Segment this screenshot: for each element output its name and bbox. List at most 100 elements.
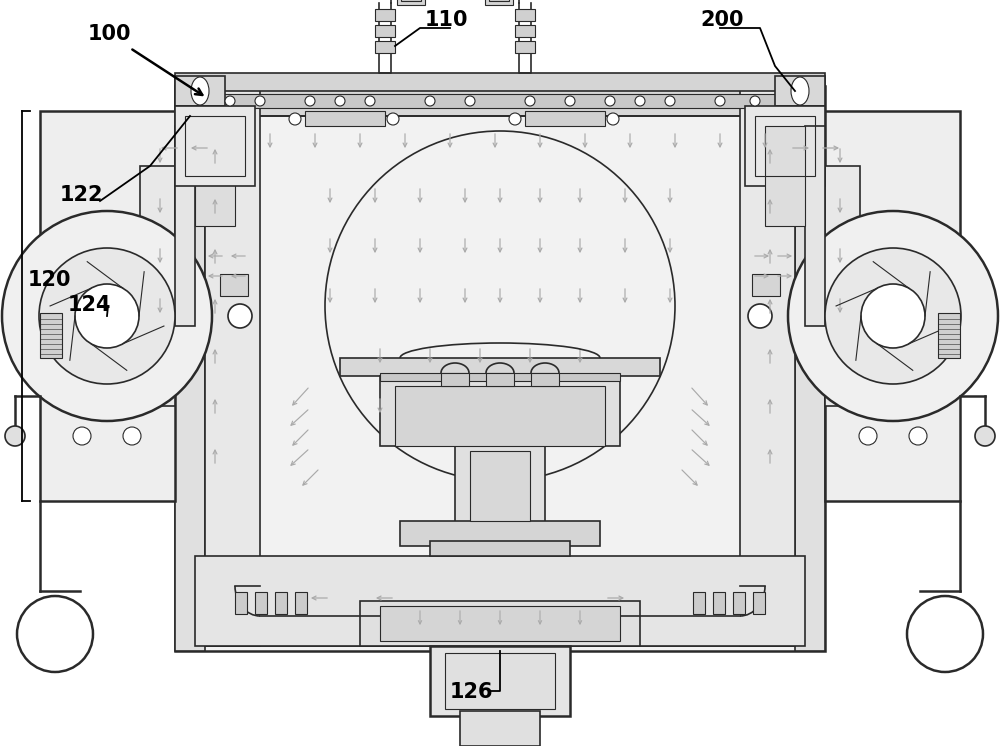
Circle shape <box>565 96 575 106</box>
Circle shape <box>788 211 998 421</box>
Circle shape <box>387 113 399 125</box>
Text: 200: 200 <box>700 10 744 30</box>
Bar <box>775 76 825 106</box>
Bar <box>40 111 175 501</box>
Bar <box>693 592 705 614</box>
Bar <box>825 166 860 406</box>
Bar <box>825 111 960 501</box>
Bar <box>733 592 745 614</box>
Circle shape <box>825 248 961 384</box>
Circle shape <box>73 427 91 445</box>
Bar <box>740 86 795 646</box>
Bar <box>375 25 395 37</box>
Circle shape <box>665 96 675 106</box>
Circle shape <box>750 96 760 106</box>
Bar <box>795 86 825 651</box>
Text: 100: 100 <box>88 24 132 44</box>
Bar <box>485 0 513 5</box>
Circle shape <box>123 427 141 445</box>
Circle shape <box>335 96 345 106</box>
Circle shape <box>425 96 435 106</box>
Text: 122: 122 <box>60 185 104 205</box>
Circle shape <box>715 96 725 106</box>
Bar <box>340 358 660 376</box>
Bar <box>753 592 765 614</box>
Bar <box>175 106 255 186</box>
Bar <box>430 646 570 716</box>
Circle shape <box>225 96 235 106</box>
Circle shape <box>255 96 265 106</box>
Bar <box>441 373 469 386</box>
Bar <box>205 86 260 646</box>
Bar <box>255 592 267 614</box>
Bar <box>175 126 195 326</box>
Circle shape <box>465 96 475 106</box>
Bar <box>486 373 514 386</box>
Bar <box>395 386 605 446</box>
Text: 120: 120 <box>28 270 72 290</box>
Bar <box>515 41 535 53</box>
Bar <box>515 9 535 21</box>
Bar <box>380 373 620 381</box>
Bar <box>185 116 245 176</box>
Bar <box>175 86 205 651</box>
Bar <box>360 601 640 646</box>
Ellipse shape <box>191 77 209 105</box>
Bar <box>752 274 780 296</box>
Circle shape <box>305 96 315 106</box>
Circle shape <box>509 113 521 125</box>
Bar <box>140 166 175 406</box>
Circle shape <box>861 284 925 348</box>
Bar <box>235 592 247 614</box>
Bar <box>175 76 225 106</box>
Circle shape <box>5 426 25 446</box>
Circle shape <box>909 427 927 445</box>
Circle shape <box>75 284 139 348</box>
Bar <box>713 592 725 614</box>
Bar <box>455 446 545 526</box>
Bar <box>745 106 825 186</box>
Circle shape <box>365 96 375 106</box>
Bar <box>397 0 425 5</box>
Bar <box>380 376 620 446</box>
Bar <box>380 606 620 641</box>
Bar <box>175 73 825 91</box>
Bar <box>275 592 287 614</box>
Bar <box>175 86 825 651</box>
Bar <box>190 94 810 108</box>
Text: 126: 126 <box>450 682 494 702</box>
Circle shape <box>635 96 645 106</box>
Bar <box>489 0 509 1</box>
Bar <box>175 86 825 116</box>
Circle shape <box>525 96 535 106</box>
Bar <box>938 313 960 358</box>
Bar <box>445 653 555 709</box>
Circle shape <box>607 113 619 125</box>
Circle shape <box>2 211 212 421</box>
Bar <box>430 541 570 556</box>
Bar <box>375 9 395 21</box>
Bar <box>195 116 805 646</box>
Bar <box>305 111 385 126</box>
Bar <box>220 274 248 296</box>
Bar <box>531 373 559 386</box>
Bar <box>515 25 535 37</box>
Bar <box>195 126 235 226</box>
Text: 110: 110 <box>425 10 468 30</box>
Bar <box>375 41 395 53</box>
Text: 124: 124 <box>68 295 112 315</box>
Circle shape <box>748 304 772 328</box>
Circle shape <box>39 248 175 384</box>
Bar <box>805 126 825 326</box>
Circle shape <box>17 596 93 672</box>
Circle shape <box>289 113 301 125</box>
Circle shape <box>859 427 877 445</box>
Bar <box>765 126 805 226</box>
Bar <box>460 711 540 746</box>
Circle shape <box>907 596 983 672</box>
Bar <box>195 556 805 646</box>
Bar <box>755 116 815 176</box>
Bar <box>401 0 421 1</box>
Bar <box>295 592 307 614</box>
Bar <box>525 111 605 126</box>
